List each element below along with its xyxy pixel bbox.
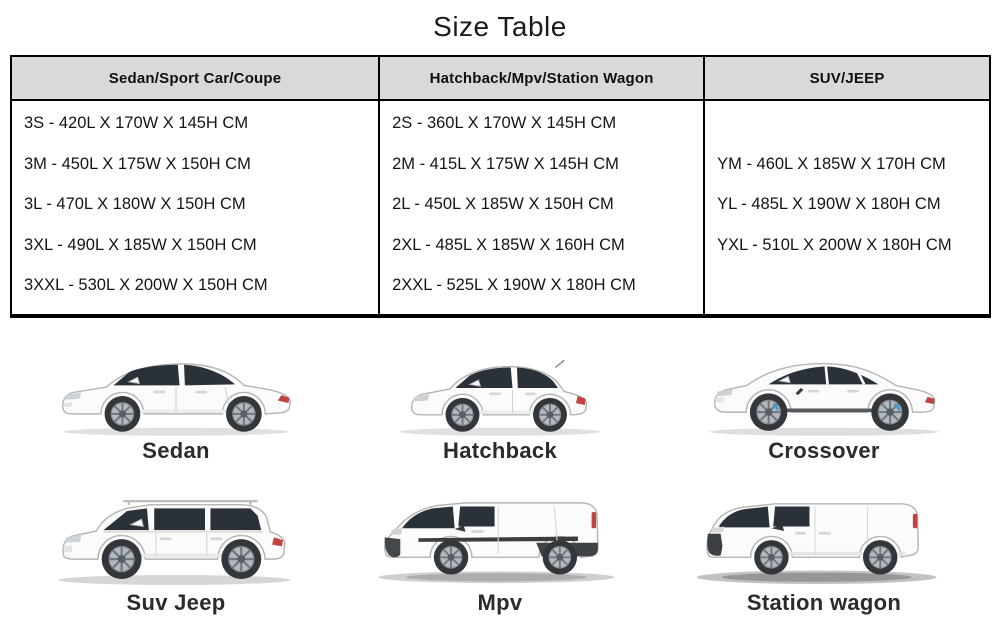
size-line-yl: YL - 485L X 190W X 180H CM xyxy=(717,195,941,213)
vehicle-label-sedan: Sedan xyxy=(142,437,210,463)
size-line-2m: 2M - 415L X 175W X 145H CM xyxy=(392,154,619,173)
vehicle-label-station-wagon: Station wagon xyxy=(746,589,902,615)
size-line-3m: 3M - 450L X 175W X 150H CM xyxy=(24,154,251,173)
page-title: Size Table xyxy=(433,11,567,42)
size-line-3l: 3L - 470L X 180W X 150H CM xyxy=(24,195,246,213)
size-table: Sedan/Sport Car/Coupe Hatchback/Mpv/Stat… xyxy=(9,55,991,318)
vehicle-label-hatchback: Hatchback xyxy=(443,437,557,463)
column-header-sedan: Sedan/Sport Car/Coupe xyxy=(9,55,381,101)
size-line-yxl: YXL - 510L X 200W X 180H CM xyxy=(717,235,952,254)
crossover-car-image xyxy=(709,362,939,436)
size-line-ym: YM - 460L X 185W X 170H CM xyxy=(717,154,946,173)
size-line-empty-bottom xyxy=(717,265,985,306)
size-line-3xxl: 3XXL - 530L X 200W X 150H CM xyxy=(24,276,268,294)
vehicle-figure-mpv: Mpv xyxy=(364,472,636,616)
vehicle-figure-crossover: Crossover xyxy=(685,338,963,464)
suv-sizes-cell: YM - 460L X 185W X 170H CM YL - 485L X 1… xyxy=(703,99,991,318)
sedan-sizes-cell: 3S - 420L X 170W X 145H CM 3M - 450L X 1… xyxy=(9,99,381,318)
column-header-hatchback: Hatchback/Mpv/Station Wagon xyxy=(378,55,706,101)
vehicle-figure-hatchback: Hatchback xyxy=(372,338,628,464)
vehicle-figure-sedan: Sedan xyxy=(40,338,312,464)
hatchback-sizes-cell: 2S - 360L X 170W X 145H CM 2M - 415L X 1… xyxy=(378,99,706,318)
vehicle-label-crossover: Crossover xyxy=(768,437,880,463)
hatchback-car-image xyxy=(400,359,600,436)
mpv-car-image xyxy=(378,501,615,583)
size-line-empty-top xyxy=(717,103,985,144)
vehicle-label-suv-jeep: Suv Jeep xyxy=(126,589,226,615)
vehicle-label-mpv: Mpv xyxy=(477,589,523,615)
size-table-header-row: Sedan/Sport Car/Coupe Hatchback/Mpv/Stat… xyxy=(9,55,991,101)
column-header-suv: SUV/JEEP xyxy=(703,55,991,101)
size-line-3s: 3S - 420L X 170W X 145H CM xyxy=(24,114,249,132)
vehicle-gallery: Sedan Hatchback xyxy=(0,338,1000,616)
vehicle-figure-station-wagon: Station wagon xyxy=(688,472,960,616)
size-line-2xl: 2XL - 485L X 185W X 160H CM xyxy=(392,235,625,254)
suv-jeep-car-image xyxy=(58,499,291,585)
vehicle-figure-suv-jeep: Suv Jeep xyxy=(40,472,312,616)
size-table-body-row: 3S - 420L X 170W X 145H CM 3M - 450L X 1… xyxy=(9,99,991,318)
sedan-car-image xyxy=(61,362,291,436)
size-line-2s: 2S - 360L X 170W X 145H CM xyxy=(392,114,617,132)
size-line-2xxl: 2XXL - 525L X 190W X 180H CM xyxy=(392,276,636,294)
station-wagon-car-image xyxy=(697,502,937,584)
size-line-3xl: 3XL - 490L X 185W X 150H CM xyxy=(24,235,257,254)
size-line-2l: 2L - 450L X 185W X 150H CM xyxy=(392,195,614,213)
